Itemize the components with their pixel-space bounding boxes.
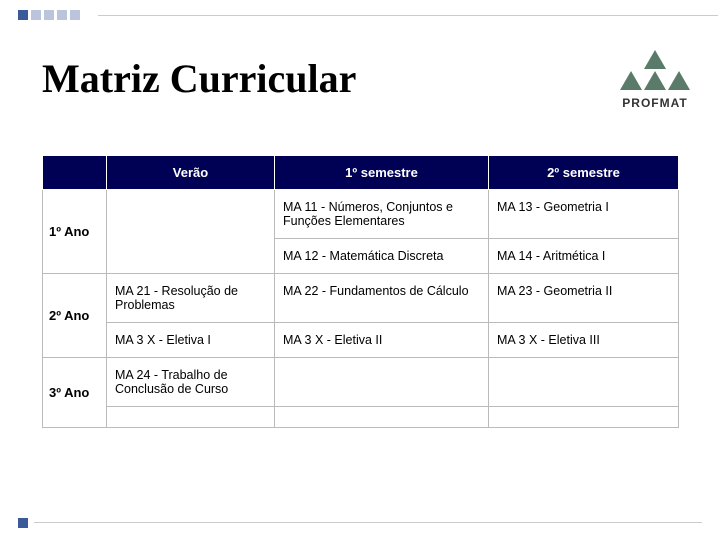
year2-sem1-b: MA 3 X - Eletiva II [275,323,489,358]
profmat-logo: PROFMAT [620,50,690,110]
year2-sem2-b: MA 3 X - Eletiva III [489,323,679,358]
table-row: 3º Ano MA 24 - Trabalho de Conclusão de … [43,358,679,407]
year3-sem2-b [489,407,679,428]
year3-label: 3º Ano [43,358,107,428]
footer-decoration-line [34,522,702,523]
curriculum-table: Verão 1º semestre 2º semestre 1º Ano MA … [42,155,678,428]
table-row: MA 3 X - Eletiva I MA 3 X - Eletiva II M… [43,323,679,358]
year2-label: 2º Ano [43,274,107,358]
year2-verao-b: MA 3 X - Eletiva I [107,323,275,358]
year1-verao [107,190,275,274]
table-row: 2º Ano MA 21 - Resolução de Problemas MA… [43,274,679,323]
page-title: Matriz Curricular [42,55,356,102]
year1-sem1-b: MA 12 - Matemática Discreta [275,239,489,274]
year3-verao-b [107,407,275,428]
year3-sem1-a [275,358,489,407]
top-decoration [18,10,80,20]
year2-sem2-a: MA 23 - Geometria II [489,274,679,323]
header-corner [43,156,107,190]
year3-sem1-b [275,407,489,428]
year1-label: 1º Ano [43,190,107,274]
year1-sem2-a: MA 13 - Geometria I [489,190,679,239]
header-verao: Verão [107,156,275,190]
year3-verao-a: MA 24 - Trabalho de Conclusão de Curso [107,358,275,407]
table-row: 1º Ano MA 11 - Números, Conjuntos e Funç… [43,190,679,239]
header-sem1: 1º semestre [275,156,489,190]
year1-sem2-b: MA 14 - Aritmética I [489,239,679,274]
year3-sem2-a [489,358,679,407]
header-sem2: 2º semestre [489,156,679,190]
table-row [43,407,679,428]
year2-verao-a: MA 21 - Resolução de Problemas [107,274,275,323]
logo-text: PROFMAT [620,96,690,110]
year2-sem1-a: MA 22 - Fundamentos de Cálculo [275,274,489,323]
table-header-row: Verão 1º semestre 2º semestre [43,156,679,190]
year1-sem1-a: MA 11 - Números, Conjuntos e Funções Ele… [275,190,489,239]
footer-decoration-dot [18,518,28,528]
